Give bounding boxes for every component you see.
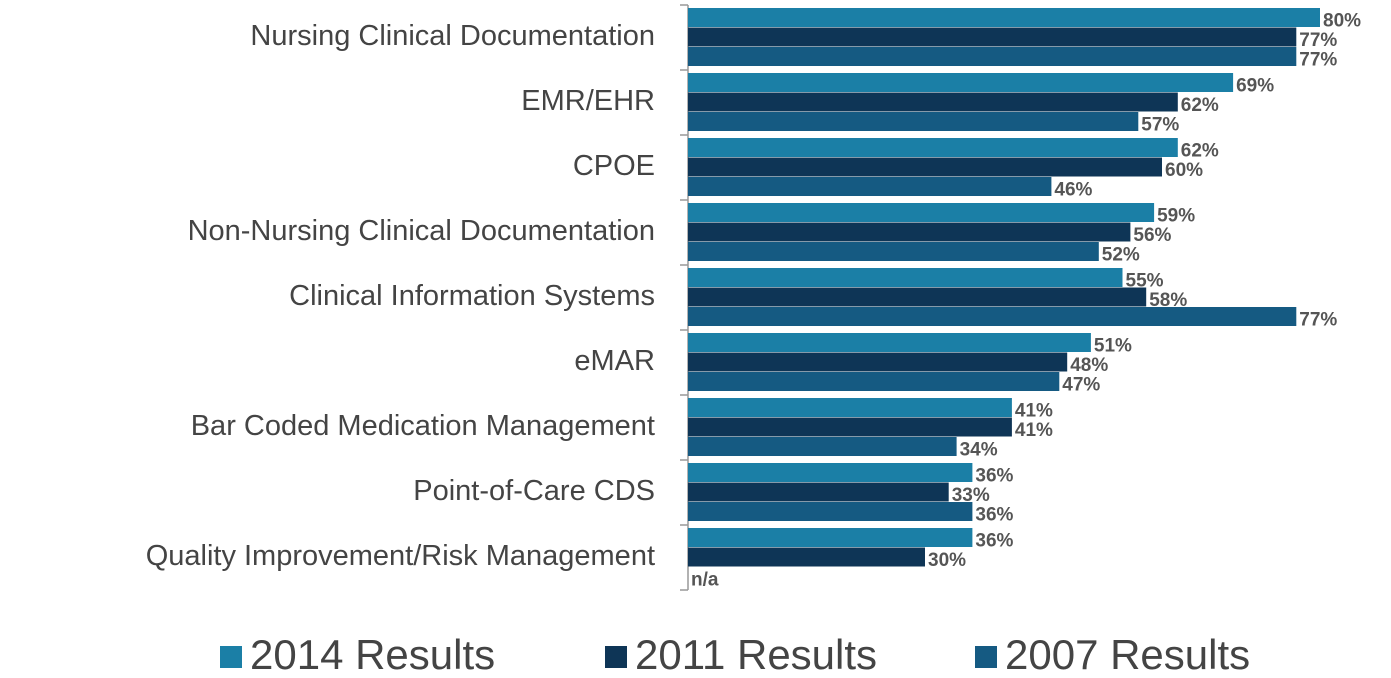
- value-label: 48%: [1070, 355, 1108, 376]
- bar: [688, 203, 1155, 222]
- value-label: 46%: [1054, 180, 1092, 201]
- bar: [688, 157, 1162, 177]
- category-label: CPOE: [573, 150, 655, 182]
- bar: [688, 333, 1091, 352]
- category-label: Clinical Information Systems: [289, 280, 655, 312]
- bar: [688, 547, 925, 567]
- bar: [688, 482, 949, 502]
- value-label: 33%: [952, 485, 990, 506]
- bar: [688, 92, 1178, 112]
- legend-swatch: [605, 646, 627, 668]
- bar: [688, 502, 973, 521]
- value-label: 62%: [1181, 141, 1219, 162]
- value-label: 62%: [1181, 95, 1219, 116]
- category-label: Non-Nursing Clinical Documentation: [188, 215, 655, 247]
- bar: [688, 463, 973, 482]
- bar: [688, 8, 1320, 27]
- bar: [688, 287, 1147, 307]
- value-label: 77%: [1299, 50, 1337, 71]
- value-label: 77%: [1299, 30, 1337, 51]
- bar: [688, 268, 1123, 287]
- category-label: eMAR: [574, 345, 655, 377]
- bar: [688, 307, 1297, 326]
- bar: [688, 73, 1234, 92]
- bar: [688, 437, 957, 456]
- bar: [688, 352, 1068, 372]
- value-label: 34%: [960, 440, 998, 461]
- value-label: 51%: [1094, 336, 1132, 357]
- value-label: 41%: [1015, 420, 1053, 441]
- category-label: Bar Coded Medication Management: [191, 410, 655, 442]
- bar: [688, 242, 1099, 261]
- legend-label: 2014 Results: [250, 631, 495, 678]
- bar: [688, 112, 1139, 131]
- category-label: Nursing Clinical Documentation: [250, 20, 655, 52]
- value-label: 56%: [1133, 225, 1171, 246]
- category-label: EMR/EHR: [521, 85, 655, 117]
- bar: [688, 417, 1012, 437]
- value-label: 36%: [975, 505, 1013, 526]
- value-label: 55%: [1126, 271, 1164, 292]
- legend-label: 2011 Results: [635, 631, 877, 678]
- value-label: 36%: [975, 466, 1013, 487]
- value-label: n/a: [691, 570, 719, 591]
- value-label: 41%: [1015, 401, 1053, 422]
- value-label: 57%: [1141, 115, 1179, 136]
- category-label: Quality Improvement/Risk Management: [146, 540, 655, 572]
- legend-swatch: [975, 646, 997, 668]
- value-label: 77%: [1299, 310, 1337, 331]
- bar: [688, 528, 973, 547]
- category-label: Point-of-Care CDS: [413, 475, 655, 507]
- bar: [688, 222, 1131, 242]
- bar: [688, 27, 1297, 47]
- legend-swatch: [220, 646, 242, 668]
- value-label: 47%: [1062, 375, 1100, 396]
- value-label: 58%: [1149, 290, 1187, 311]
- value-label: 30%: [928, 550, 966, 571]
- value-label: 80%: [1323, 11, 1361, 32]
- legend-label: 2007 Results: [1005, 631, 1250, 678]
- value-label: 59%: [1157, 206, 1195, 227]
- value-label: 52%: [1102, 245, 1140, 266]
- bar: [688, 372, 1060, 391]
- bar: [688, 47, 1297, 66]
- bar: [688, 398, 1012, 417]
- value-label: 36%: [975, 531, 1013, 552]
- value-label: 69%: [1236, 76, 1274, 97]
- value-label: 60%: [1165, 160, 1203, 181]
- bar: [688, 138, 1178, 157]
- bar: [688, 177, 1052, 196]
